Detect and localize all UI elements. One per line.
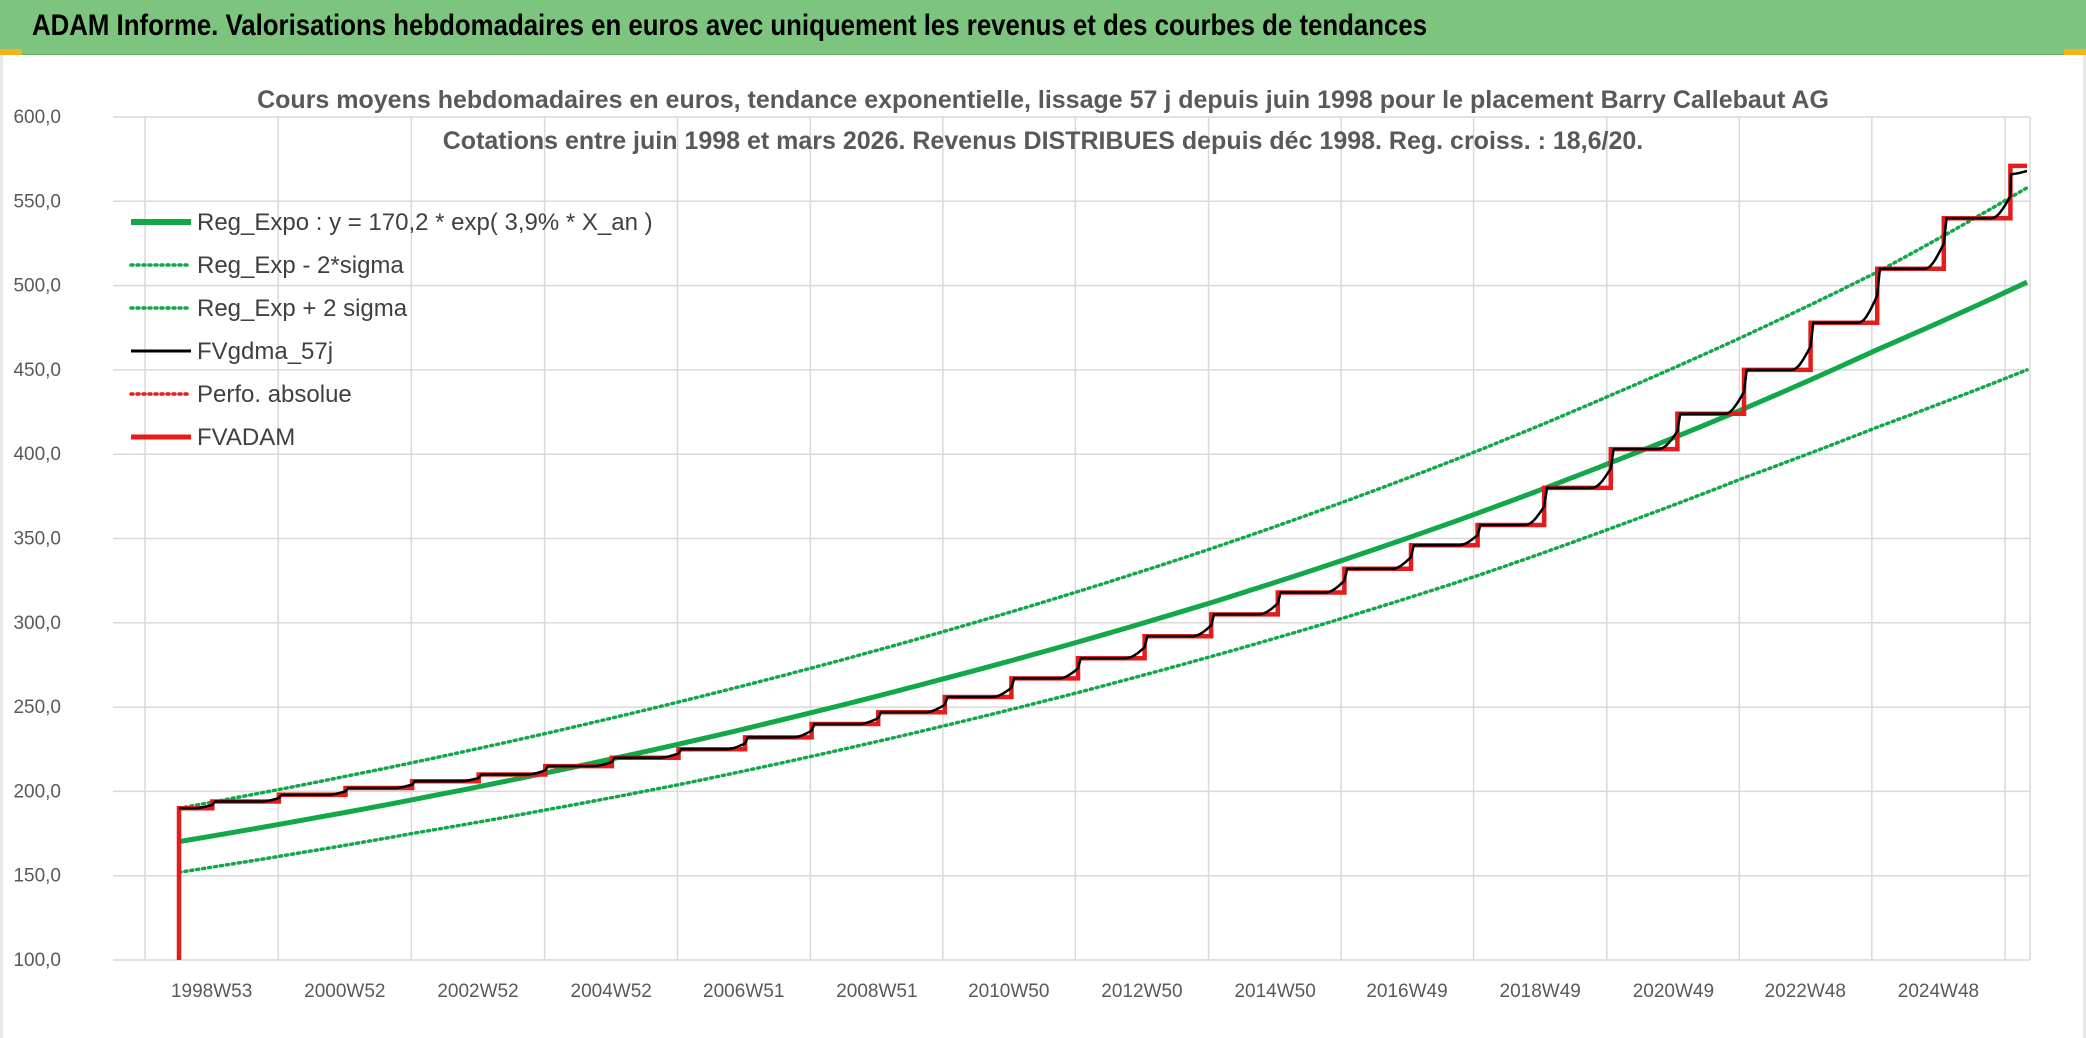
x-tick-label: 2002W52 xyxy=(437,981,518,1002)
x-tick-label: 2022W48 xyxy=(1765,981,1846,1002)
x-tick-label: 2014W50 xyxy=(1234,981,1315,1002)
reg-exp-minus-2sigma-line xyxy=(177,368,2029,875)
x-axis: 1998W53 2000W52 2002W52 2004W52 2006W51 2008W… xyxy=(171,981,1979,1002)
y-axis: 100,0 150,0 200,0 250,0 300,0 350,0 400,0 450,0… xyxy=(13,107,61,971)
x-tick-label: 2000W52 xyxy=(304,981,385,1002)
legend-perfo-absolue-label: Perfo. absolue xyxy=(197,381,352,408)
x-tick-label: 2016W49 xyxy=(1366,981,1447,1002)
reg-exp-plus-2sigma-line xyxy=(177,186,2029,811)
x-tick-label: 2004W52 xyxy=(571,981,652,1002)
chart-frame: 100,0 150,0 200,0 250,0 300,0 350,0 400,0 450,0… xyxy=(0,55,2086,1038)
legend: Reg_Expo : y = 170,2 * exp( 3,9% * X_an … xyxy=(129,209,653,451)
y-tick-label: 250,0 xyxy=(13,697,61,718)
y-tick-label: 350,0 xyxy=(13,529,61,550)
chart-subtitle: Cotations entre juin 1998 et mars 2026. … xyxy=(443,127,1643,155)
x-tick-label: 2018W49 xyxy=(1500,981,1581,1002)
x-tick-label: 2020W49 xyxy=(1633,981,1714,1002)
reg-expo-line xyxy=(178,279,2029,845)
x-tick-label: 2012W50 xyxy=(1101,981,1182,1002)
y-tick-label: 400,0 xyxy=(13,444,61,465)
y-tick-label: 500,0 xyxy=(13,276,61,297)
y-tick-label: 150,0 xyxy=(13,866,61,887)
x-tick-label: 1998W53 xyxy=(171,981,252,1002)
y-tick-label: 600,0 xyxy=(13,107,61,128)
report-title: ADAM Informe. Valorisations hebdomadaire… xyxy=(32,9,1428,42)
chart-title: Cours moyens hebdomadaires en euros, ten… xyxy=(257,86,1829,114)
fvgdma-57j-line xyxy=(179,169,2028,810)
series-lines xyxy=(176,163,2029,960)
legend-fvgdma-label: FVgdma_57j xyxy=(197,338,333,365)
corner-mark-right xyxy=(2064,49,2086,55)
y-tick-label: 200,0 xyxy=(13,781,61,802)
corner-mark-left xyxy=(0,49,22,55)
y-tick-label: 450,0 xyxy=(13,360,61,381)
y-tick-label: 550,0 xyxy=(13,191,61,212)
x-tick-label: 2010W50 xyxy=(968,981,1049,1002)
y-tick-label: 300,0 xyxy=(13,613,61,634)
report-header: ADAM Informe. Valorisations hebdomadaire… xyxy=(0,0,2086,55)
gridlines xyxy=(113,116,2031,961)
y-tick-label: 100,0 xyxy=(13,950,61,971)
x-tick-label: 2006W51 xyxy=(703,981,784,1002)
legend-reg-exp-minus-label: Reg_Exp - 2*sigma xyxy=(197,252,404,279)
legend-fvadam-label: FVADAM xyxy=(197,424,295,451)
x-tick-label: 2024W48 xyxy=(1898,981,1979,1002)
chart: 100,0 150,0 200,0 250,0 300,0 350,0 400,0 450,0… xyxy=(13,86,2031,1002)
legend-reg-exp-plus-label: Reg_Exp + 2 sigma xyxy=(197,295,408,322)
x-tick-label: 2008W51 xyxy=(836,981,917,1002)
legend-reg-expo-label: Reg_Expo : y = 170,2 * exp( 3,9% * X_an … xyxy=(197,209,653,236)
